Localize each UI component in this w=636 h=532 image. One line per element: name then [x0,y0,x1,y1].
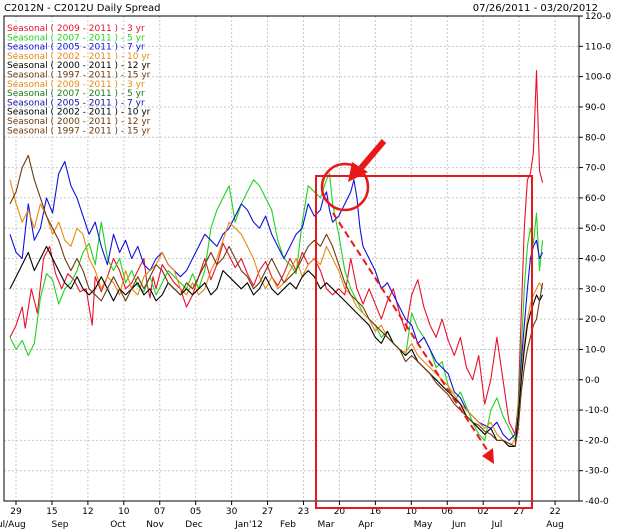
highlight-circle [320,162,370,212]
legend-entry: Seasonal ( 2009 - 2011 ) - 3 yr [7,80,145,90]
x-tick-label: 16 [370,507,382,517]
legend-entry: Seasonal ( 2002 - 2011 ) - 10 yr [7,52,151,62]
legend-entry: Seasonal ( 2007 - 2011 ) - 5 yr [7,89,145,99]
x-month-label: Aug [546,520,564,530]
x-tick-label: 02 [477,507,488,517]
y-tick-label: -40-0 [585,497,609,507]
series-line-5 [9,245,544,447]
legend-entry: Seasonal ( 2007 - 2011 ) - 5 yr [7,33,145,43]
chart-series [9,70,544,447]
x-month-label: Sep [52,520,69,530]
legend-entry: Seasonal ( 2002 - 2011 ) - 10 yr [7,108,151,118]
x-tick-label: 05 [190,507,201,517]
annotations [315,139,533,509]
x-month-label: Oct [110,520,126,530]
x-month-label: Jul/Aug [0,520,26,530]
y-tick-label: 70-0 [585,164,606,174]
x-month-label: Jan'12 [234,520,263,530]
x-month-label: May [414,520,433,530]
series-line-2 [9,173,544,441]
legend-entry: Seasonal ( 1997 - 2011 ) - 15 yr [7,71,151,81]
x-month-label: Nov [146,520,164,530]
y-tick-label: 100-0 [585,73,611,83]
pointer-arrow-head [348,162,368,182]
x-axis: 29 15 12 10 07 05 30 27 23 20 16 10 06 02 27 22 Jul/Aug S… [0,501,564,530]
y-tick-label: -10-0 [585,406,609,416]
x-tick-label: 29 [10,507,22,517]
legend-entry: Seasonal ( 2005 - 2011 ) - 7 yr [7,43,145,53]
x-tick-label: 23 [298,507,309,517]
x-tick-label: 10 [118,507,130,517]
x-tick-label: 12 [82,507,93,517]
y-tick-label: 0-0 [585,376,600,386]
y-tick-label: 80-0 [585,133,606,143]
y-tick-label: 20-0 [585,315,606,325]
x-tick-label: 07 [154,507,165,517]
series-line-1 [9,70,544,435]
legend-entry: Seasonal ( 2005 - 2011 ) - 7 yr [7,98,145,108]
chart-grid [4,15,579,502]
chart-legend: Seasonal ( 2009 - 2011 ) - 3 yrSeasonal … [7,24,151,136]
chart-header-date-range: 07/26/2011 - 03/20/2012 [472,3,598,14]
y-tick-label: -30-0 [585,467,609,477]
pointer-arrow-shaft [358,139,387,170]
x-tick-label: 22 [549,507,560,517]
legend-entry: Seasonal ( 2009 - 2011 ) - 3 yr [7,24,145,34]
chart-header-title: C2012N - C2012U Daily Spread [4,3,161,14]
series-line-6 [9,154,544,447]
legend-entry: Seasonal ( 1997 - 2011 ) - 15 yr [7,126,151,136]
x-month-label: Dec [185,520,202,530]
x-tick-label: 27 [262,507,273,517]
x-month-label: Mar [318,520,335,530]
x-month-label: Apr [358,520,374,530]
y-tick-label: -20-0 [585,436,609,446]
y-tick-label: 30-0 [585,285,606,295]
legend-entry: Seasonal ( 2000 - 2011 ) - 12 yr [7,117,151,127]
legend-entry: Seasonal ( 2000 - 2011 ) - 12 yr [7,61,151,71]
y-tick-label: 90-0 [585,103,606,113]
x-tick-label: 27 [513,507,524,517]
x-tick-label: 20 [334,507,346,517]
x-month-label: Jun [451,520,466,530]
series-line-4 [9,179,544,447]
y-tick-label: 50-0 [585,224,606,234]
y-tick-label: 10-0 [585,345,606,355]
x-tick-label: 10 [406,507,418,517]
trend-arrow-line [332,212,492,457]
x-tick-label: 06 [442,507,454,517]
y-tick-label: 60-0 [585,194,606,204]
y-axis: 120-0 110-0 100-0 90-0 80-0 70-0 60-0 50-0 40-0 3… [579,12,611,507]
x-tick-label: 30 [226,507,238,517]
y-tick-label: 120-0 [585,12,611,22]
highlight-box [315,175,533,509]
x-tick-label: 15 [46,507,57,517]
x-month-label: Feb [280,520,296,530]
y-tick-label: 40-0 [585,255,606,265]
y-tick-label: 110-0 [585,42,611,52]
x-month-label: Jul [491,520,503,530]
trend-arrow-head [482,448,494,464]
